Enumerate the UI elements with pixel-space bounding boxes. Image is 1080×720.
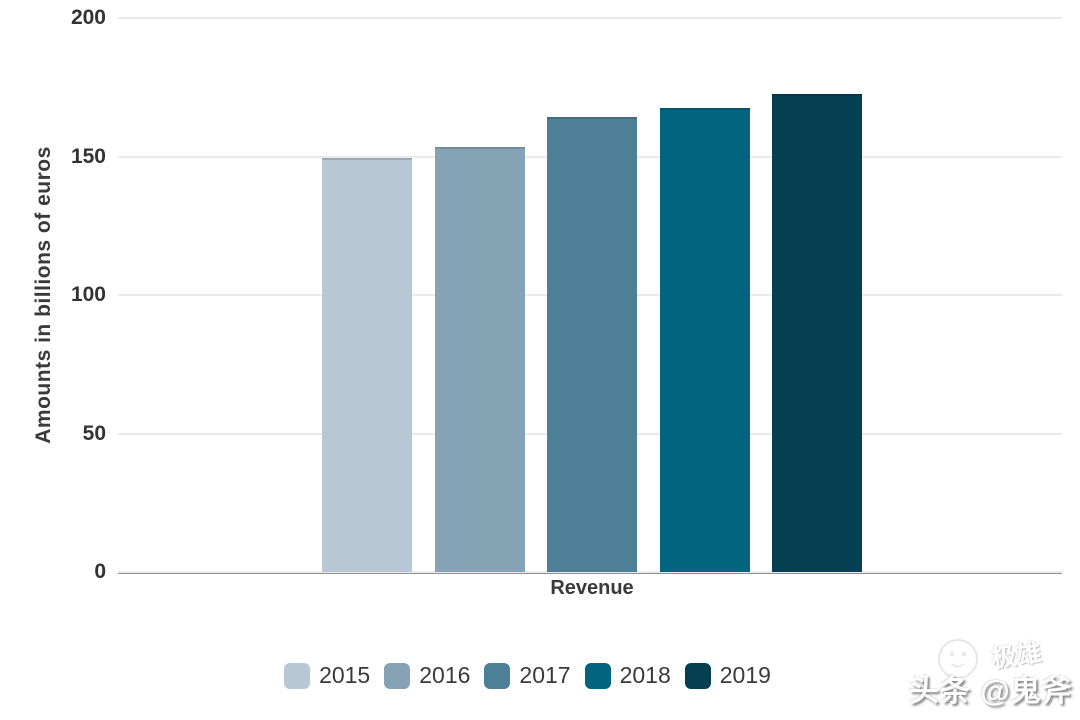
x-axis-label: Revenue	[550, 577, 634, 599]
plot-area: 0 50 100 150 200	[71, 6, 1062, 583]
legend-swatch-2019	[684, 662, 711, 689]
gridline-200	[118, 17, 1062, 19]
y-axis-title: Amounts in billions of euros	[32, 146, 55, 444]
legend-item-2016[interactable]: 2016	[384, 662, 470, 689]
y-tick-label-100: 100	[70, 283, 106, 306]
legend-label-2019: 2019	[719, 662, 771, 688]
watermark-logo-icon	[938, 639, 978, 679]
legend-label-2017: 2017	[519, 662, 571, 688]
legend-swatch-2016	[384, 662, 411, 689]
legend-swatch-2015	[284, 662, 311, 689]
legend-item-2019[interactable]: 2019	[684, 662, 771, 689]
bar-2016[interactable]	[434, 147, 525, 572]
y-tick-label-0: 0	[94, 560, 106, 583]
y-tick-label-150: 150	[70, 144, 106, 168]
bar-2015[interactable]	[322, 157, 412, 572]
legend-item-2015[interactable]: 2015	[284, 662, 370, 689]
legend-item-2018[interactable]: 2018	[584, 662, 671, 689]
legend: 2015 2016 2017 2018 2019	[0, 662, 1055, 689]
legend-swatch-2018	[584, 662, 611, 689]
bar-2018[interactable]	[659, 108, 750, 572]
legend-label-2015: 2015	[319, 662, 371, 688]
legend-label-2016: 2016	[419, 662, 471, 688]
watermark-main-text: 头条 @鬼斧	[909, 675, 1073, 708]
y-tick-label-50: 50	[82, 421, 106, 445]
bar-2019[interactable]	[772, 93, 862, 572]
bar-2017[interactable]	[547, 116, 637, 572]
y-tick-label-200: 200	[70, 6, 106, 29]
legend-swatch-2017	[484, 662, 511, 689]
watermark: 极雄 头条 @鬼斧	[905, 634, 1075, 714]
legend-label-2018: 2018	[619, 662, 671, 688]
gridline-0	[118, 571, 1062, 573]
legend-item-2017[interactable]: 2017	[484, 662, 571, 689]
